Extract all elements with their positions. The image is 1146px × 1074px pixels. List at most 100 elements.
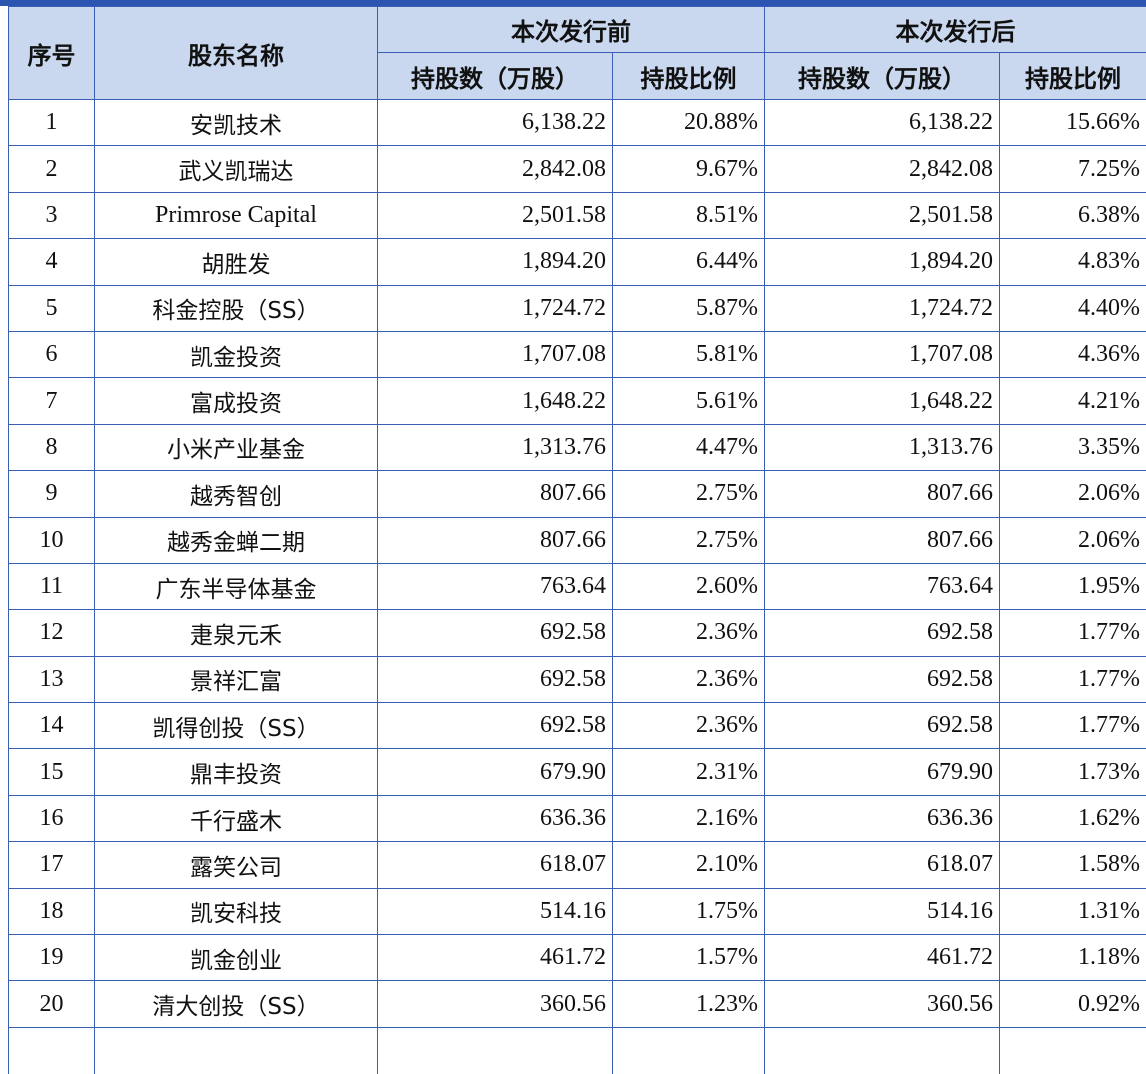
cell-after-ratio: 15.66% bbox=[1000, 100, 1146, 146]
cell-before-ratio: 2.36% bbox=[613, 656, 765, 702]
cell-before-ratio: 2.36% bbox=[613, 703, 765, 749]
cell-shareholder-name: 凯得创投（SS） bbox=[95, 703, 378, 749]
cell-index: 10 bbox=[9, 517, 95, 563]
cell-after-ratio: 1.77% bbox=[1000, 610, 1146, 656]
cell-after-ratio: 1.58% bbox=[1000, 842, 1146, 888]
cell-after-shares: 360.56 bbox=[765, 981, 1000, 1027]
cell-after-ratio: 1.18% bbox=[1000, 935, 1146, 981]
header-shareholder-name: 股东名称 bbox=[95, 7, 378, 100]
cell-before-ratio: 20.88% bbox=[613, 100, 765, 146]
cell-after-shares: 1,707.08 bbox=[765, 331, 1000, 377]
cell-before-ratio: 1.75% bbox=[613, 888, 765, 934]
cell-before-shares: 692.58 bbox=[378, 656, 613, 702]
cell-after-ratio: 4.83% bbox=[1000, 239, 1146, 285]
cell-shareholder-name: 鼎丰投资 bbox=[95, 749, 378, 795]
cell-shareholder-name: 凯金投资 bbox=[95, 331, 378, 377]
cell-after-shares: 1,313.76 bbox=[765, 424, 1000, 470]
empty-cell bbox=[1000, 1027, 1146, 1073]
cell-after-ratio: 3.35% bbox=[1000, 424, 1146, 470]
cell-shareholder-name: 凯金创业 bbox=[95, 935, 378, 981]
cell-after-shares: 692.58 bbox=[765, 610, 1000, 656]
cell-before-ratio: 2.16% bbox=[613, 795, 765, 841]
cell-after-ratio: 4.36% bbox=[1000, 331, 1146, 377]
header-after-shares: 持股数（万股） bbox=[765, 53, 1000, 100]
cell-index: 3 bbox=[9, 192, 95, 238]
cell-after-ratio: 1.62% bbox=[1000, 795, 1146, 841]
empty-cell bbox=[378, 1027, 613, 1073]
cell-before-shares: 692.58 bbox=[378, 610, 613, 656]
header-before-shares: 持股数（万股） bbox=[378, 53, 613, 100]
cell-before-ratio: 5.61% bbox=[613, 378, 765, 424]
cell-index: 4 bbox=[9, 239, 95, 285]
cell-before-shares: 679.90 bbox=[378, 749, 613, 795]
cell-before-shares: 618.07 bbox=[378, 842, 613, 888]
cell-before-ratio: 2.75% bbox=[613, 471, 765, 517]
cell-index: 18 bbox=[9, 888, 95, 934]
cell-index: 12 bbox=[9, 610, 95, 656]
cell-shareholder-name: 富成投资 bbox=[95, 378, 378, 424]
cell-after-ratio: 4.40% bbox=[1000, 285, 1146, 331]
cell-after-shares: 692.58 bbox=[765, 656, 1000, 702]
cell-shareholder-name: Primrose Capital bbox=[95, 192, 378, 238]
cell-shareholder-name: 广东半导体基金 bbox=[95, 563, 378, 609]
cell-before-ratio: 2.75% bbox=[613, 517, 765, 563]
cell-index: 17 bbox=[9, 842, 95, 888]
cell-after-ratio: 2.06% bbox=[1000, 471, 1146, 517]
cell-after-shares: 618.07 bbox=[765, 842, 1000, 888]
empty-cell bbox=[765, 1027, 1000, 1073]
cell-after-shares: 514.16 bbox=[765, 888, 1000, 934]
cell-shareholder-name: 胡胜发 bbox=[95, 239, 378, 285]
cell-index: 5 bbox=[9, 285, 95, 331]
cell-before-shares: 1,894.20 bbox=[378, 239, 613, 285]
cell-after-shares: 1,724.72 bbox=[765, 285, 1000, 331]
cell-after-shares: 679.90 bbox=[765, 749, 1000, 795]
cell-index: 13 bbox=[9, 656, 95, 702]
cell-before-shares: 763.64 bbox=[378, 563, 613, 609]
header-before-issuance: 本次发行前 bbox=[378, 7, 765, 53]
cell-shareholder-name: 景祥汇富 bbox=[95, 656, 378, 702]
cell-shareholder-name: 越秀金蝉二期 bbox=[95, 517, 378, 563]
table-row-cutoff bbox=[9, 1027, 1146, 1073]
cell-before-ratio: 5.87% bbox=[613, 285, 765, 331]
empty-cell bbox=[95, 1027, 378, 1073]
cell-shareholder-name: 露笑公司 bbox=[95, 842, 378, 888]
cell-before-shares: 1,724.72 bbox=[378, 285, 613, 331]
header-index: 序号 bbox=[9, 7, 95, 100]
cell-index: 8 bbox=[9, 424, 95, 470]
cell-index: 1 bbox=[9, 100, 95, 146]
empty-cell bbox=[613, 1027, 765, 1073]
cell-before-ratio: 9.67% bbox=[613, 146, 765, 192]
cell-after-shares: 6,138.22 bbox=[765, 100, 1000, 146]
cell-shareholder-name: 小米产业基金 bbox=[95, 424, 378, 470]
cell-before-shares: 1,707.08 bbox=[378, 331, 613, 377]
cell-index: 9 bbox=[9, 471, 95, 517]
cell-shareholder-name: 凯安科技 bbox=[95, 888, 378, 934]
header-after-issuance: 本次发行后 bbox=[765, 7, 1146, 53]
cell-after-ratio: 2.06% bbox=[1000, 517, 1146, 563]
cell-shareholder-name: 科金控股（SS） bbox=[95, 285, 378, 331]
cell-before-shares: 1,648.22 bbox=[378, 378, 613, 424]
header-before-ratio: 持股比例 bbox=[613, 53, 765, 100]
cell-before-shares: 461.72 bbox=[378, 935, 613, 981]
cell-index: 16 bbox=[9, 795, 95, 841]
cell-index: 2 bbox=[9, 146, 95, 192]
cell-before-shares: 2,501.58 bbox=[378, 192, 613, 238]
cell-after-ratio: 1.77% bbox=[1000, 703, 1146, 749]
cell-before-shares: 2,842.08 bbox=[378, 146, 613, 192]
cell-after-shares: 807.66 bbox=[765, 471, 1000, 517]
cell-before-shares: 692.58 bbox=[378, 703, 613, 749]
cell-shareholder-name: 千行盛木 bbox=[95, 795, 378, 841]
